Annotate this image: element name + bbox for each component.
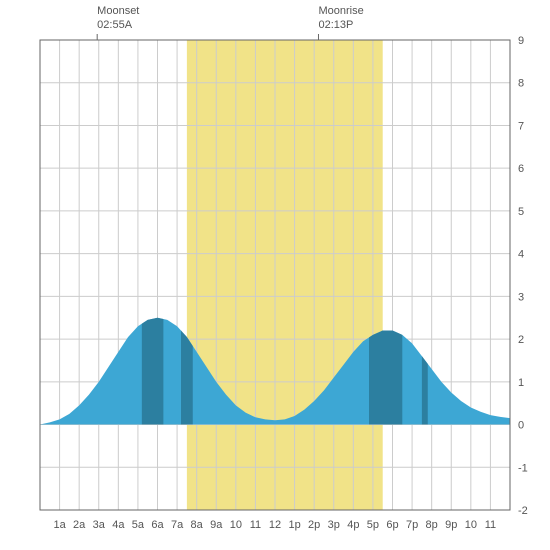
moonrise-title: Moonrise — [318, 5, 363, 17]
y-tick-label: 1 — [518, 377, 524, 389]
moonset-time: 02:55A — [97, 19, 133, 31]
y-tick-label: 9 — [518, 35, 524, 47]
x-tick-label: 3p — [328, 519, 340, 531]
x-tick-label: 2a — [73, 519, 86, 531]
x-tick-label: 1p — [288, 519, 300, 531]
tide-chart-container: -2-101234567891a2a3a4a5a6a7a8a9a1011121p… — [0, 0, 550, 550]
y-tick-label: 6 — [518, 163, 524, 175]
y-tick-label: -1 — [518, 462, 528, 474]
y-tick-label: 4 — [518, 249, 524, 261]
x-tick-label: 1a — [53, 519, 66, 531]
x-tick-label: 7a — [171, 519, 184, 531]
x-tick-label: 8a — [191, 519, 204, 531]
x-tick-label: 10 — [465, 519, 477, 531]
x-tick-label: 12 — [269, 519, 281, 531]
y-tick-label: 5 — [518, 206, 524, 218]
x-tick-label: 3a — [93, 519, 106, 531]
x-tick-label: 6p — [386, 519, 398, 531]
moonrise-time: 02:13P — [318, 19, 353, 31]
tide-chart-svg: -2-101234567891a2a3a4a5a6a7a8a9a1011121p… — [0, 0, 550, 550]
y-tick-label: -2 — [518, 505, 528, 517]
y-tick-label: 8 — [518, 78, 524, 90]
moonset-title: Moonset — [97, 5, 139, 17]
y-tick-label: 3 — [518, 291, 524, 303]
x-tick-label: 6a — [151, 519, 164, 531]
x-tick-label: 9a — [210, 519, 223, 531]
x-tick-label: 2p — [308, 519, 320, 531]
x-tick-label: 8p — [426, 519, 438, 531]
x-tick-label: 11 — [485, 519, 496, 531]
y-tick-label: 7 — [518, 120, 524, 132]
x-tick-label: 5a — [132, 519, 145, 531]
y-tick-label: 0 — [518, 420, 524, 432]
x-tick-label: 7p — [406, 519, 418, 531]
x-tick-label: 4p — [347, 519, 359, 531]
x-tick-label: 11 — [250, 519, 261, 531]
x-tick-label: 10 — [230, 519, 242, 531]
y-tick-label: 2 — [518, 334, 524, 346]
x-tick-label: 9p — [445, 519, 457, 531]
x-tick-label: 5p — [367, 519, 379, 531]
x-tick-label: 4a — [112, 519, 125, 531]
